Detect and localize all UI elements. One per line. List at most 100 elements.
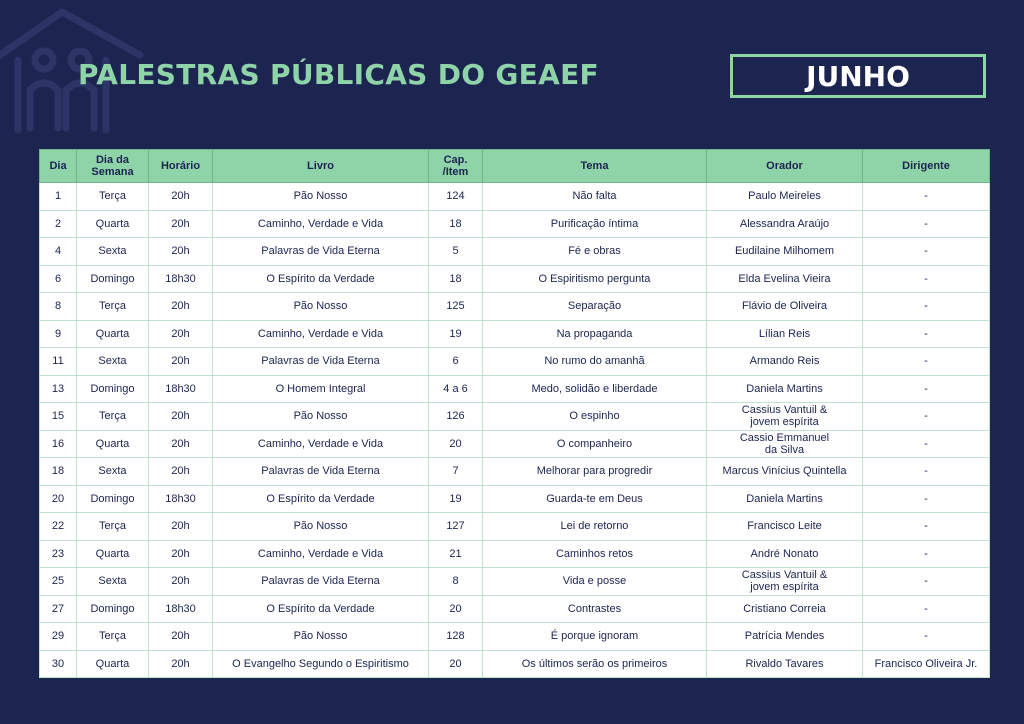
cell-tema: O espinho [482,402,707,431]
cell-dia-semana: Quarta [76,649,149,678]
cell-dia-semana: Domingo [76,594,149,623]
cell-orador: André Nonato [706,539,863,568]
cell-cap-item: 128 [428,622,483,651]
column-header-dia: Dia [39,149,77,183]
cell-livro: O Espírito da Verdade [212,264,429,293]
cell-horario: 20h [148,622,213,651]
column-header-livro: Livro [212,149,429,183]
cell-dia-semana: Sexta [76,237,149,266]
cell-dia: 29 [39,622,77,651]
cell-cap-item: 20 [428,649,483,678]
cell-cap-item: 19 [428,319,483,348]
cell-dia-semana: Quarta [76,209,149,238]
cell-tema: Melhorar para progredir [482,457,707,486]
table-row: 1 Terça 20h Pão Nosso 124 Não falta Paulo Meir… [39,182,990,211]
cell-dia-semana: Terça [76,182,149,211]
cell-dia: 30 [39,649,77,678]
cell-cap-item: 21 [428,539,483,568]
cell-cap-item: 126 [428,402,483,431]
cell-livro: Pão Nosso [212,622,429,651]
cell-orador: Daniela Martins [706,484,863,513]
cell-livro: Palavras de Vida Eterna [212,567,429,596]
cell-horario: 20h [148,237,213,266]
cell-dia: 2 [39,209,77,238]
table-row: 8 Terça 20h Pão Nosso 125 Separação Flávio de … [39,292,990,321]
cell-dirigente: - [862,539,990,568]
cell-orador: Armando Reis [706,347,863,376]
column-header-tema: Tema [482,149,707,183]
table-row: 22 Terça 20h Pão Nosso 127 Lei de retorno Fran… [39,512,990,541]
cell-horario: 20h [148,292,213,321]
column-header-dirigente: Dirigente [862,149,990,183]
cell-dia: 16 [39,429,77,458]
cell-livro: Caminho, Verdade e Vida [212,209,429,238]
cell-tema: No rumo do amanhã [482,347,707,376]
cell-dirigente: - [862,622,990,651]
cell-horario: 20h [148,429,213,458]
cell-dia: 15 [39,402,77,431]
cell-livro: Palavras de Vida Eterna [212,347,429,376]
cell-horario: 20h [148,649,213,678]
cell-horario: 20h [148,319,213,348]
cell-orador: Cristiano Correia [706,594,863,623]
cell-livro: Caminho, Verdade e Vida [212,429,429,458]
cell-dirigente: - [862,594,990,623]
cell-orador: Cassius Vantuil & jovem espírita [706,402,863,431]
cell-livro: Pão Nosso [212,512,429,541]
cell-horario: 18h30 [148,374,213,403]
cell-dia: 18 [39,457,77,486]
cell-livro: Palavras de Vida Eterna [212,237,429,266]
cell-dirigente: - [862,457,990,486]
cell-dia: 25 [39,567,77,596]
column-header-orador: Orador [706,149,863,183]
cell-dia-semana: Terça [76,622,149,651]
table-row: 25 Sexta 20h Palavras de Vida Eterna 8 Vida e… [39,567,990,596]
cell-livro: Palavras de Vida Eterna [212,457,429,486]
cell-orador: Flávio de Oliveira [706,292,863,321]
cell-dirigente: - [862,237,990,266]
cell-orador: Elda Evelina Vieira [706,264,863,293]
cell-dia: 4 [39,237,77,266]
table-row: 18 Sexta 20h Palavras de Vida Eterna 7 Melhor… [39,457,990,486]
cell-horario: 20h [148,512,213,541]
cell-dirigente: - [862,347,990,376]
cell-dirigente: - [862,292,990,321]
cell-horario: 20h [148,182,213,211]
cell-dirigente: - [862,402,990,431]
cell-livro: Caminho, Verdade e Vida [212,319,429,348]
cell-dirigente: - [862,484,990,513]
cell-tema: O Espiritismo pergunta [482,264,707,293]
cell-dia: 8 [39,292,77,321]
cell-livro: O Espírito da Verdade [212,594,429,623]
table-row: 13 Domingo 18h30 O Homem Integral 4 a 6 Medo,… [39,374,990,403]
cell-tema: Caminhos retos [482,539,707,568]
table-row: 16 Quarta 20h Caminho, Verdade e Vida 20 O co… [39,429,990,458]
cell-horario: 18h30 [148,264,213,293]
table-row: 2 Quarta 20h Caminho, Verdade e Vida 18 Purif… [39,209,990,238]
cell-horario: 18h30 [148,594,213,623]
cell-orador: Eudilaine Milhomem [706,237,863,266]
table-row: 30 Quarta 20h O Evangelho Segundo o Espirit… [39,649,990,678]
cell-dia: 9 [39,319,77,348]
cell-horario: 20h [148,209,213,238]
cell-orador: Cassio Emmanuel da Silva [706,429,863,458]
cell-tema: Na propaganda [482,319,707,348]
cell-cap-item: 5 [428,237,483,266]
cell-tema: É porque ignoram [482,622,707,651]
cell-dia: 22 [39,512,77,541]
cell-cap-item: 4 a 6 [428,374,483,403]
cell-cap-item: 19 [428,484,483,513]
cell-dia-semana: Domingo [76,484,149,513]
cell-orador: Patrícia Mendes [706,622,863,651]
table-row: 27 Domingo 18h30 O Espírito da Verdade 20 Con… [39,594,990,623]
cell-tema: Purificação íntima [482,209,707,238]
cell-dia: 11 [39,347,77,376]
month-badge: JUNHO [730,54,986,98]
cell-dirigente: Francisco Oliveira Jr. [862,649,990,678]
cell-cap-item: 20 [428,594,483,623]
cell-dia-semana: Sexta [76,347,149,376]
cell-tema: Fé e obras [482,237,707,266]
cell-cap-item: 125 [428,292,483,321]
cell-orador: Alessandra Araújo [706,209,863,238]
cell-dia: 6 [39,264,77,293]
